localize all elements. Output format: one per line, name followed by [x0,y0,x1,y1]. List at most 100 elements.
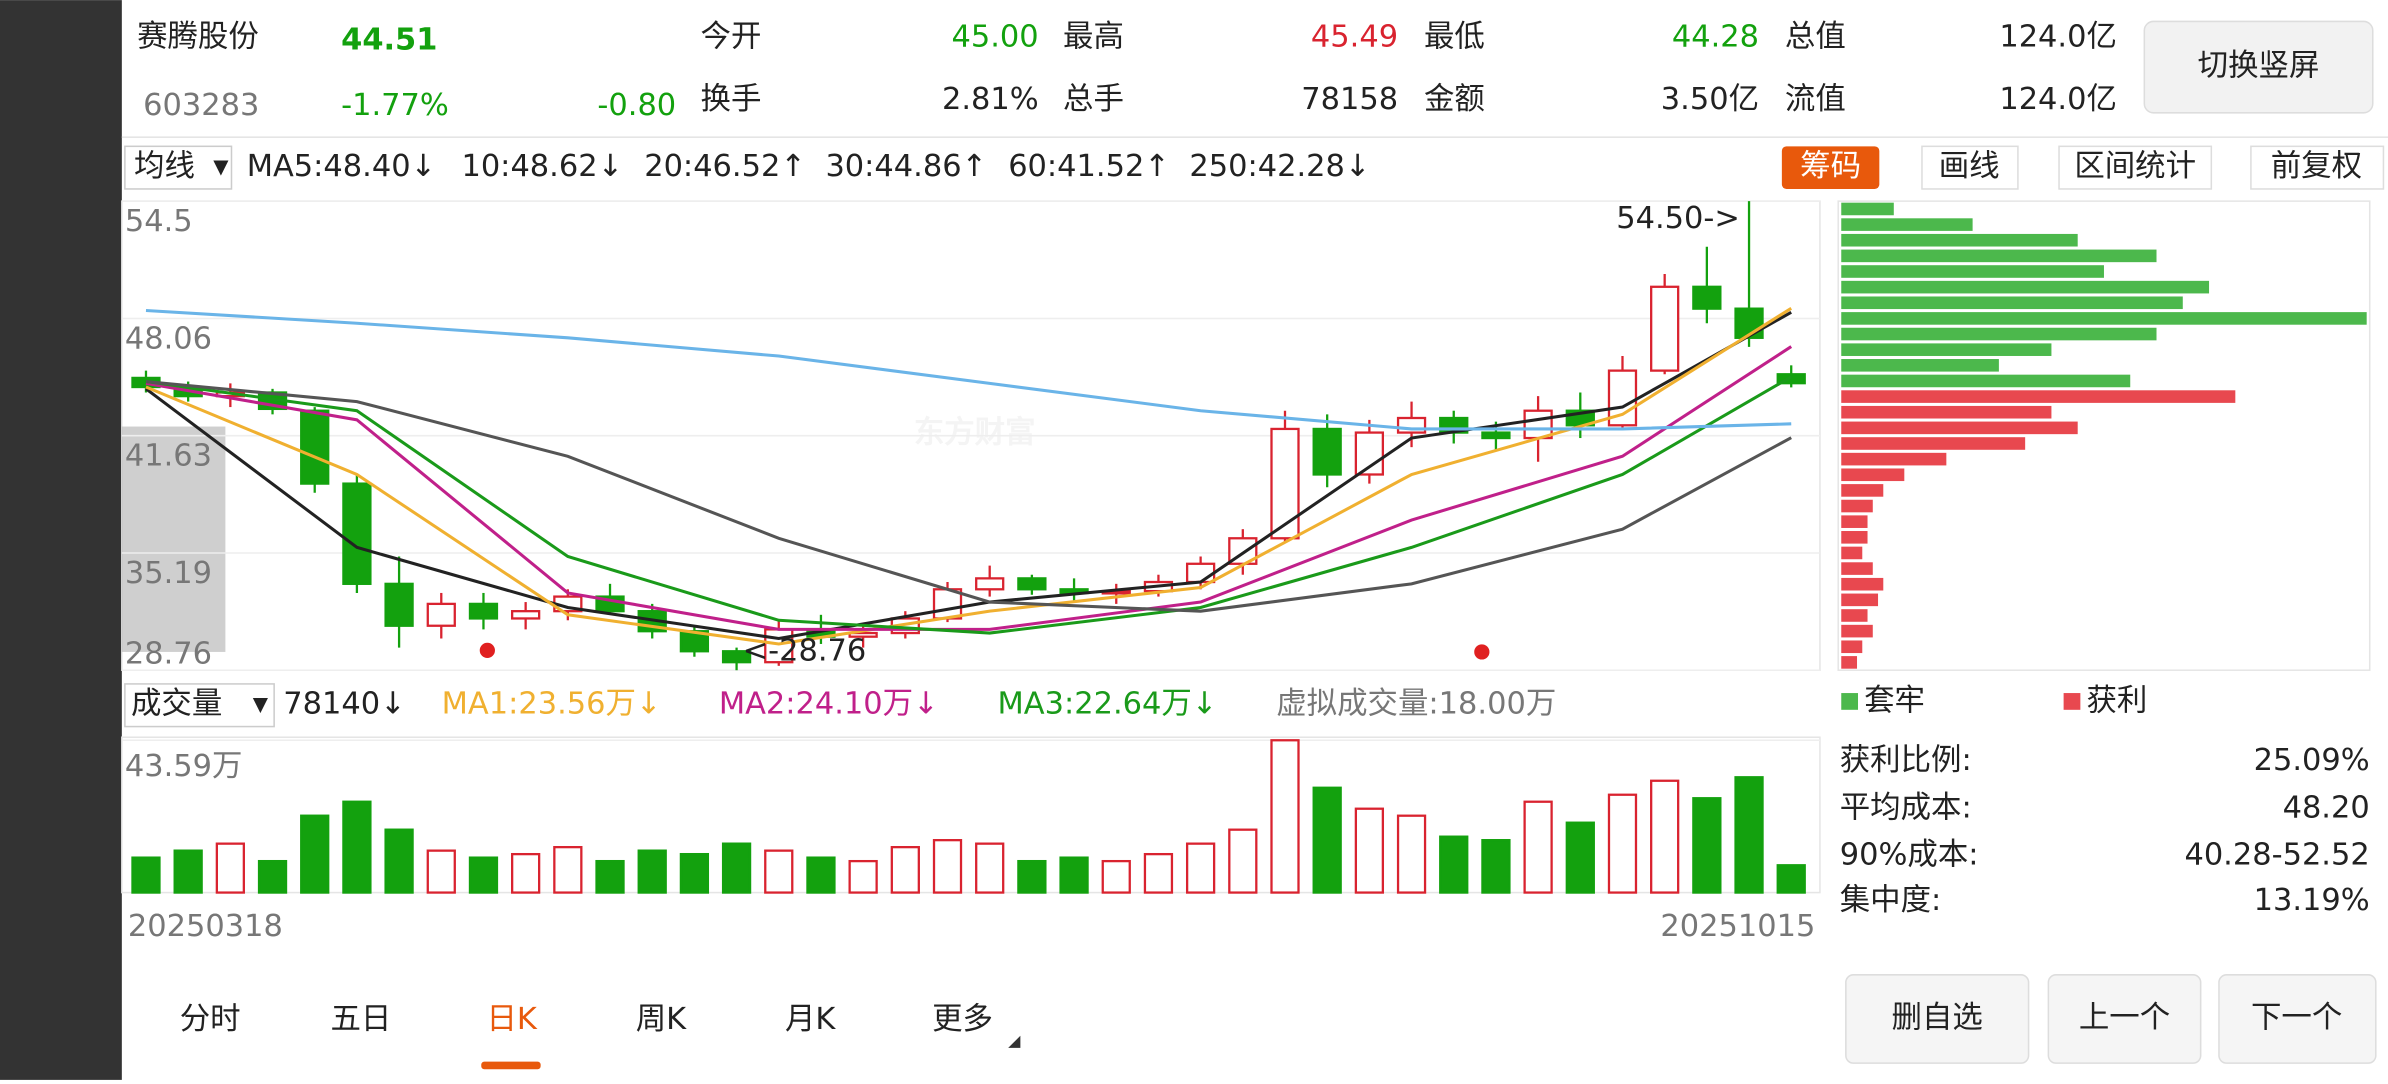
ma-line [145,380,1792,613]
volume-bar [1143,852,1174,894]
ma-item: 10:48.62↓ [461,149,623,184]
chip-bar [1841,656,1858,669]
tool-button-label[interactable]: 区间统计 [2074,149,2196,184]
candle-body [384,582,414,627]
chip-frame [1837,200,2371,671]
candle-body [1776,373,1806,385]
chip-bar [1841,577,1884,591]
volume-bar [975,842,1005,894]
candle-body [300,409,330,485]
tab-active[interactable]: 日K [487,1002,538,1037]
volume-bar [426,849,456,894]
legend-swatch [2063,693,2081,710]
event-dot [479,642,495,659]
volume-bar [679,852,710,894]
volume-item: 虚拟成交量:18.00万 [1276,687,1556,722]
chip-stat-value: 13.19% [2254,883,2370,918]
price: 44.51 [341,23,437,58]
volume-bar [1312,786,1342,894]
tab[interactable]: 五日 [331,1002,392,1037]
y-tick-label: 54.5 [125,204,193,239]
chip-bar [1841,546,1863,560]
change: -0.80 [597,88,676,123]
volume-bar [848,859,878,894]
tab-underline [481,1061,541,1070]
chip-bar [1841,452,1947,466]
candle-body [468,602,499,620]
tool-button-label[interactable]: 画线 [1939,149,2000,184]
ma-line [145,375,1792,635]
button[interactable] [2218,974,2377,1064]
candle-body [1270,427,1300,540]
tab[interactable]: 更多 [932,1002,993,1037]
volume-bar [1523,800,1553,894]
tab[interactable]: 月K [785,1002,836,1037]
button[interactable] [1845,974,2030,1064]
chip-stat-label: 平均成本: [1840,790,1972,825]
switch-button-label[interactable]: 切换竖屏 [2198,49,2320,84]
volume-item: 78140↓ [283,687,405,722]
chip-bar [1841,202,1894,216]
volume-bar [1565,821,1595,894]
chip-bar [1841,562,1873,575]
volume-bar [300,814,330,894]
chip-button-label[interactable]: 筹码 [1800,149,1861,184]
y-tick-label: 41.63 [125,438,212,473]
volume-item: MA1:23.56万↓ [442,687,662,722]
candle-body [721,650,752,664]
tool-button[interactable] [2058,145,2213,190]
tool-button[interactable] [1921,145,2019,190]
ma-line [145,308,1792,431]
button-label[interactable]: 删自选 [1892,1000,1983,1035]
volume-bar [384,828,414,894]
y-tick-label: 35.19 [125,556,212,591]
chip-button[interactable] [1781,146,1880,189]
volume-bar [595,859,625,894]
button-label[interactable]: 上一个 [2079,1000,2170,1035]
button[interactable] [2047,974,2202,1064]
end-date: 20251015 [1660,909,1815,944]
volume-bar [1776,864,1806,894]
chip-bar [1841,296,2183,310]
volume-bar [173,849,203,894]
candle-body [975,577,1005,591]
candle-body [1692,285,1722,310]
tool-button-label[interactable]: 前复权 [2271,149,2362,184]
ma-item: MA5:48.40↓ [247,149,436,184]
ma-selector[interactable] [124,145,233,190]
chip-bar [1841,390,2236,403]
watermark: 东方财富 [914,415,1036,451]
side-bar [0,0,122,1080]
stat-value: 124.0亿 [1999,82,2117,117]
ma-item: 30:44.86↑ [825,149,987,184]
volume-frame [121,736,1821,894]
volume-bar [468,856,499,894]
volume-bar [1439,835,1469,894]
volume-bar [1607,793,1638,894]
candle-body [1185,562,1216,584]
stat-value: 3.50亿 [1661,82,1759,117]
ma-selector-label[interactable]: 均线 [134,149,195,184]
chip-bar [1841,468,1905,482]
volume-bar [1059,856,1089,894]
button-label[interactable]: 下一个 [2251,1000,2342,1035]
tool-button[interactable] [2250,145,2385,190]
stat-value: 78158 [1301,82,1398,117]
volume-bar [806,856,836,894]
tab[interactable]: 周K [636,1002,687,1037]
switch-button[interactable] [2143,20,2374,114]
stat-value: 124.0亿 [1999,20,2117,55]
candle-body [342,482,372,585]
volume-selector-label[interactable]: 成交量 [131,687,222,722]
volume-bar [721,842,752,894]
ma-item: 250:42.28↓ [1189,149,1370,184]
tab[interactable]: 分时 [180,1002,241,1037]
legend-label: 获利 [2086,684,2147,719]
code: 603283 [143,88,259,123]
candle-body [1312,427,1342,476]
volume-bar [1185,842,1216,894]
chip-bar [1841,640,1863,654]
side-handle[interactable] [121,426,226,652]
chip-bar [1841,593,1879,607]
volume-selector[interactable] [124,683,275,728]
